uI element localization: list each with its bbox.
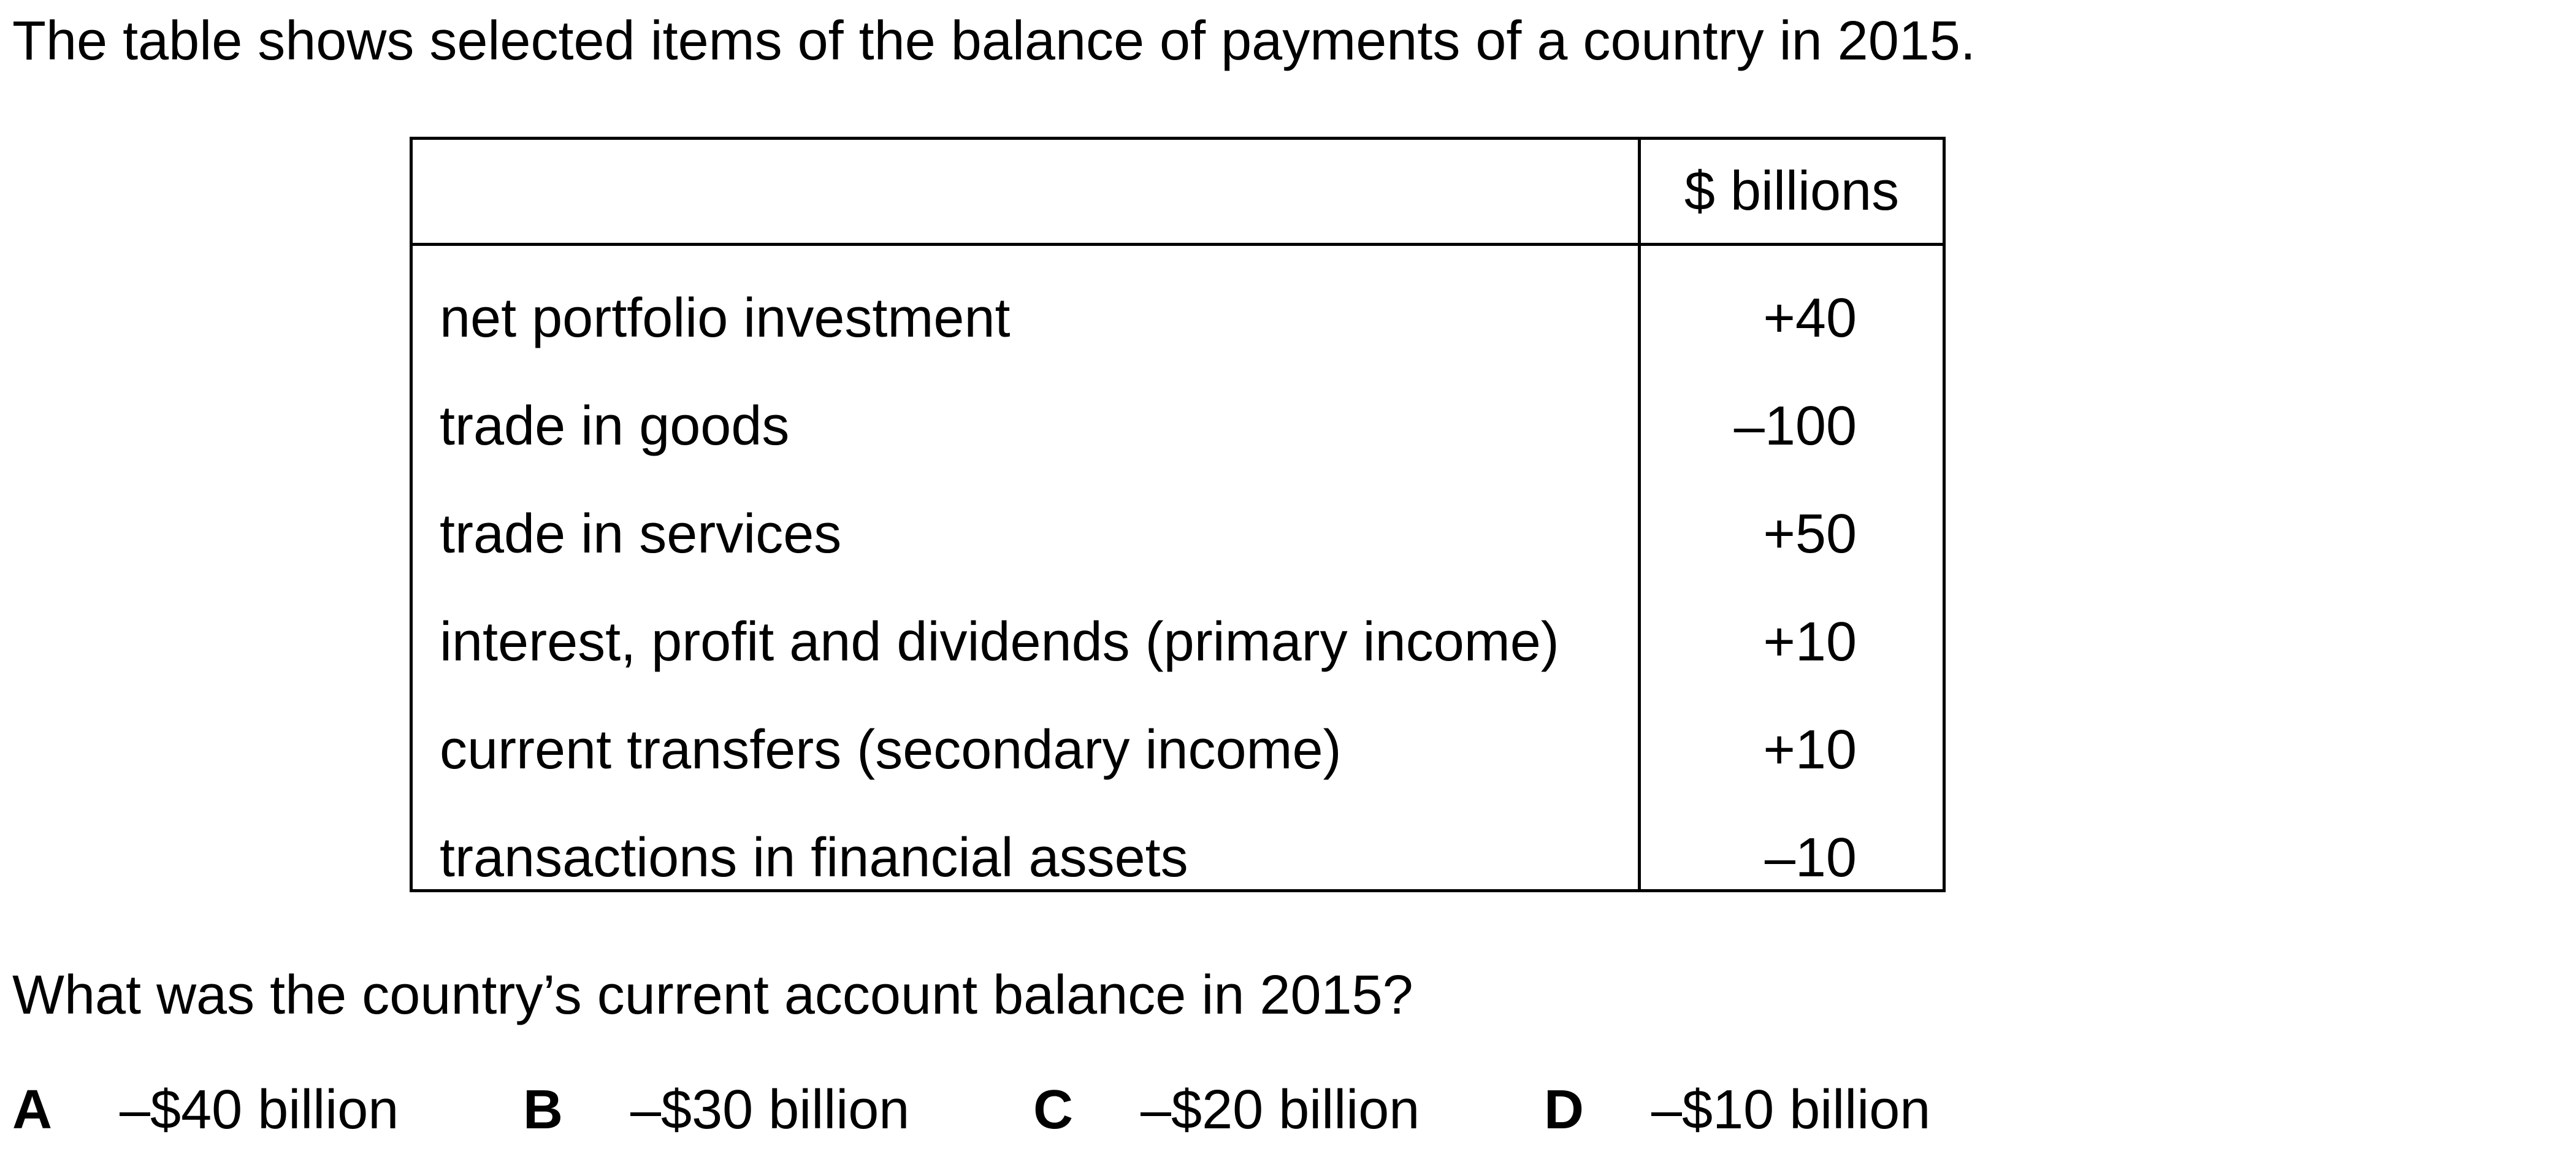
row-label: net portfolio investment: [440, 288, 1011, 349]
table-row: net portfolio investment +40: [413, 264, 1943, 372]
row-label: current transfers (secondary income): [440, 719, 1342, 781]
row-label: transactions in financial assets: [440, 827, 1188, 889]
option-letter: B: [523, 1079, 563, 1141]
question-text: What was the country’s current account b…: [12, 965, 1413, 1026]
row-value: +10: [1763, 719, 1857, 781]
table-row: current transfers (secondary income) +10: [413, 696, 1943, 804]
table-row: transactions in financial assets –10: [413, 804, 1943, 912]
row-value: –100: [1733, 396, 1857, 457]
header-rule: [413, 243, 1943, 246]
option-letter: A: [12, 1079, 52, 1141]
option-text: –$40 billion: [120, 1079, 399, 1141]
column-header: $ billions: [1684, 160, 1900, 222]
option-text: –$10 billion: [1651, 1079, 1931, 1141]
column-divider: [1638, 140, 1641, 889]
row-label: trade in goods: [440, 396, 790, 457]
row-label: trade in services: [440, 503, 842, 565]
table-row: interest, profit and dividends (primary …: [413, 588, 1943, 696]
option-text: –$20 billion: [1141, 1079, 1420, 1141]
intro-text: The table shows selected items of the ba…: [12, 10, 1976, 72]
option-letter: C: [1033, 1079, 1073, 1141]
row-value: –10: [1764, 827, 1857, 889]
table-row: trade in services +50: [413, 480, 1943, 588]
balance-of-payments-table: $ billions net portfolio investment +40 …: [410, 137, 1946, 892]
row-value: +40: [1763, 288, 1857, 349]
row-value: +50: [1763, 503, 1857, 565]
row-label: interest, profit and dividends (primary …: [440, 611, 1559, 673]
option-letter: D: [1544, 1079, 1584, 1141]
row-value: +10: [1763, 611, 1857, 673]
table-row: trade in goods –100: [413, 372, 1943, 480]
option-text: –$30 billion: [630, 1079, 910, 1141]
